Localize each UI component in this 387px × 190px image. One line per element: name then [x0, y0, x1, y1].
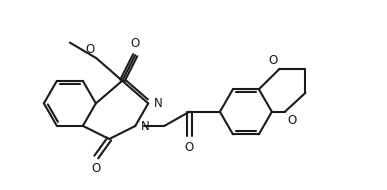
Text: N: N [141, 120, 149, 132]
Text: O: O [268, 54, 277, 67]
Text: N: N [154, 97, 163, 110]
Text: O: O [185, 141, 194, 154]
Text: O: O [287, 114, 296, 127]
Text: O: O [86, 43, 94, 56]
Text: O: O [92, 162, 101, 175]
Text: O: O [131, 37, 140, 50]
